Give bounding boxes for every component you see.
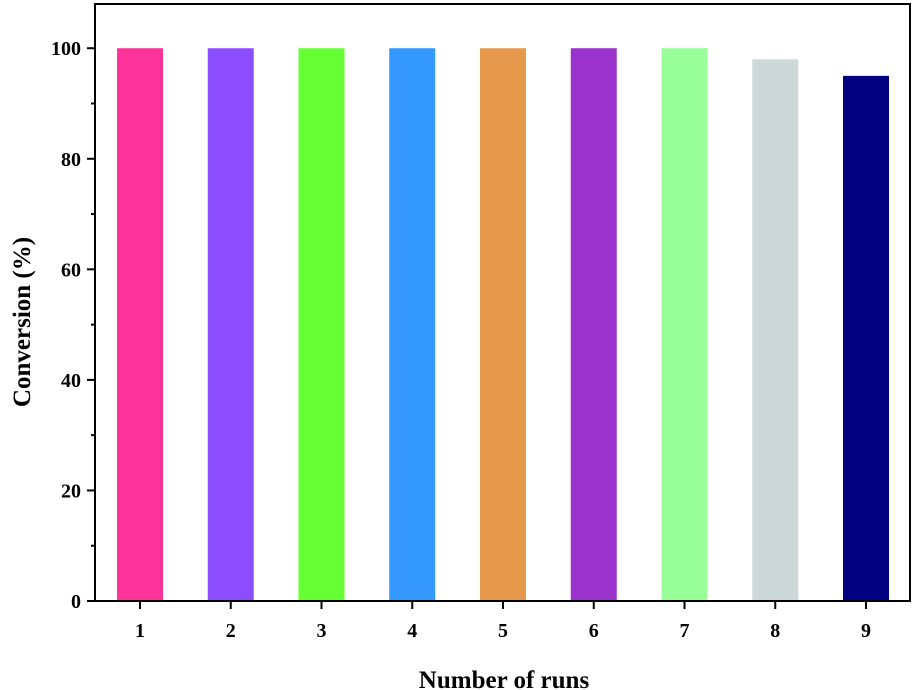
x-axis-title: Number of runs [419,667,590,690]
y-tick-label: 100 [51,38,81,60]
bar-2 [207,48,254,601]
y-tick-label: 20 [61,480,81,502]
ticks-layer: 0 20 40 60 80 100 1 2 3 4 5 6 7 8 9 [51,38,871,642]
y-tick-label: 0 [71,591,81,613]
y-tick-label: 40 [61,370,81,392]
bar-3 [298,48,345,601]
bar-8 [752,59,799,602]
y-tick-label: 60 [61,259,81,281]
y-tick-label: 80 [61,149,81,171]
bar-4 [389,48,436,601]
x-tick-label: 7 [680,620,690,642]
bars-layer [117,48,889,602]
x-tick-label: 3 [317,620,327,642]
x-tick-label: 1 [135,620,145,642]
bar-9 [843,75,889,602]
bar-1 [117,48,163,601]
bar-7 [661,48,708,601]
bar-5 [480,48,526,601]
bar-6 [570,48,617,601]
y-axis-title: Conversion (%) [9,237,36,407]
x-tick-label: 6 [589,620,599,642]
x-tick-label: 5 [498,620,508,642]
x-tick-label: 4 [407,620,417,642]
x-tick-label: 2 [226,620,236,642]
x-tick-label: 9 [861,620,871,642]
x-tick-label: 8 [770,620,780,642]
